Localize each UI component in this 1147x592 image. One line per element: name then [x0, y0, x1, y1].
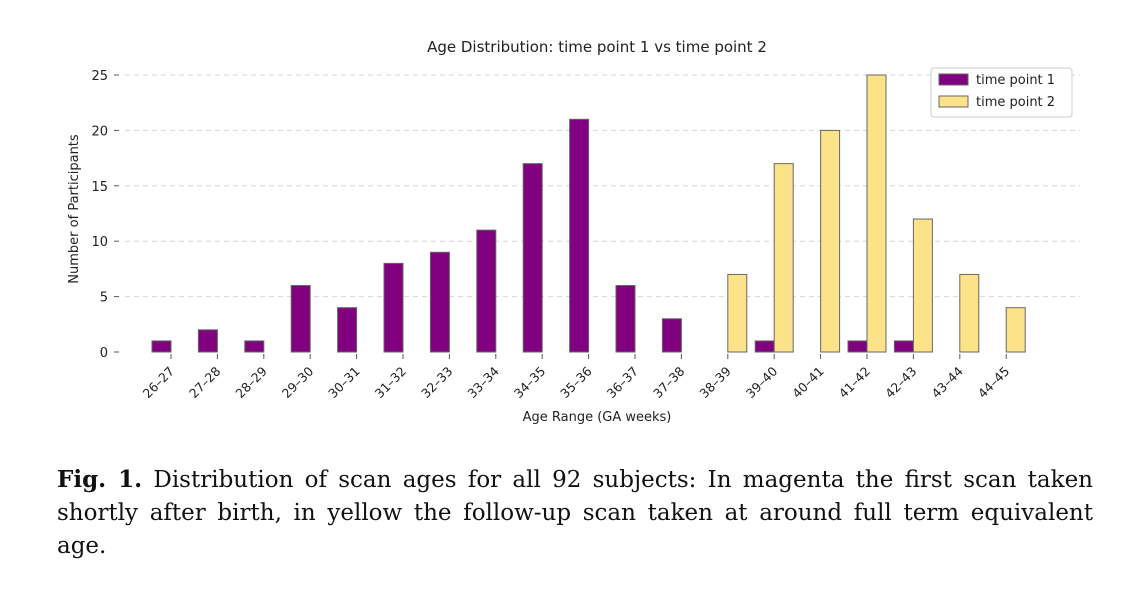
bar-time-point-2	[959, 273, 980, 353]
caption-text: Distribution of scan ages for all 92 sub…	[57, 467, 1093, 559]
legend-label: time point 2	[976, 95, 1055, 110]
x-tick-label: 36–37	[604, 364, 642, 402]
bar-time-point-1	[244, 340, 265, 353]
x-tick-label: 29–30	[279, 363, 317, 401]
figure-caption: Fig. 1. Distribution of scan ages for al…	[57, 463, 1093, 563]
y-tick-label: 0	[100, 346, 108, 361]
bars	[151, 74, 1026, 353]
bar-time-point-1	[151, 340, 172, 353]
bar-chart: Age Distribution: time point 1 vs time p…	[67, 38, 1080, 425]
bar-time-point-1	[337, 307, 358, 353]
bar-time-point-2	[866, 74, 887, 353]
chart-title: Age Distribution: time point 1 vs time p…	[427, 38, 767, 56]
legend-swatch	[938, 95, 969, 108]
y-tick-label: 10	[91, 235, 108, 250]
x-tick-label: 26–27	[140, 364, 178, 402]
legend: time point 1 time point 2	[930, 67, 1073, 118]
x-tick-label: 38–39	[696, 363, 734, 401]
bar-time-point-1	[522, 163, 543, 353]
x-tick-label: 34–35	[511, 364, 549, 402]
x-axis: 26–27 27–28 28–29 29–30 30–31 31–32 32–33 33–34…	[140, 354, 1013, 402]
x-axis-label: Age Range (GA weeks)	[523, 410, 672, 425]
bar-time-point-1	[847, 340, 868, 353]
bar-time-point-1	[476, 229, 497, 353]
x-tick-label: 39–40	[743, 363, 781, 401]
bar-time-point-1	[893, 340, 914, 353]
x-tick-label: 41–42	[836, 364, 874, 402]
x-tick-label: 37–38	[650, 363, 688, 401]
x-tick-label: 31–32	[372, 364, 410, 402]
bar-time-point-1	[429, 251, 450, 353]
y-tick-label: 20	[91, 124, 108, 139]
x-tick-label: 33–34	[464, 363, 502, 401]
bar-time-point-2	[820, 129, 841, 353]
bar-time-point-1	[290, 285, 311, 353]
legend-swatch	[938, 73, 969, 86]
y-axis: 0 5 10 15 20 25	[91, 69, 119, 361]
legend-label: time point 1	[976, 73, 1055, 88]
x-tick-label: 32–33	[418, 364, 456, 402]
y-tick-label: 15	[91, 180, 108, 195]
bar-time-point-2	[773, 163, 794, 353]
x-tick-label: 40–41	[789, 364, 827, 402]
bar-time-point-1	[569, 118, 590, 353]
x-tick-label: 27–28	[186, 363, 224, 401]
bar-time-point-1	[197, 329, 218, 353]
caption-label: Fig. 1.	[57, 466, 143, 493]
y-axis-label: Number of Participants	[67, 134, 82, 284]
bar-time-point-1	[383, 262, 404, 353]
x-tick-label: 28–29	[232, 363, 270, 401]
x-tick-label: 44–45	[975, 364, 1013, 402]
x-tick-label: 35–36	[557, 363, 595, 401]
bar-time-point-1	[754, 340, 775, 353]
x-tick-label: 42–43	[882, 364, 920, 402]
bar-time-point-1	[615, 285, 636, 353]
bar-time-point-2	[912, 218, 933, 353]
bar-time-point-2	[1005, 307, 1026, 353]
bar-time-point-2	[727, 273, 748, 353]
y-tick-label: 25	[91, 69, 108, 84]
x-tick-label: 43–44	[928, 363, 966, 401]
y-tick-label: 5	[100, 291, 108, 306]
x-tick-label: 30–31	[325, 364, 363, 402]
bar-time-point-1	[661, 318, 682, 353]
